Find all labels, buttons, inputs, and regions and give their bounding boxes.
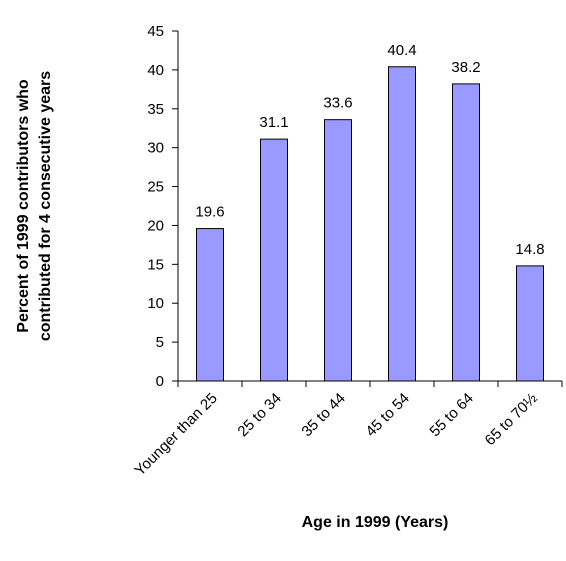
y-tick-label: 35 bbox=[147, 101, 164, 118]
y-tick-label: 20 bbox=[147, 217, 164, 234]
x-tick-label: 65 to 70½ bbox=[482, 389, 542, 449]
value-label: 33.6 bbox=[323, 95, 352, 112]
x-tick-label: 45 to 54 bbox=[362, 390, 412, 440]
x-tick-label: 35 to 44 bbox=[298, 390, 348, 440]
value-label: 19.6 bbox=[195, 204, 224, 221]
y-tick-label: 15 bbox=[147, 256, 164, 273]
y-tick-label: 10 bbox=[147, 295, 164, 312]
y-tick-label: 30 bbox=[147, 140, 164, 157]
y-tick-label: 25 bbox=[147, 179, 164, 196]
y-tick-label: 5 bbox=[156, 334, 164, 351]
y-axis-title: Percent of 1999 contributors who contrib… bbox=[15, 71, 54, 341]
y-axis-title-line: Percent of 1999 contributors who bbox=[15, 79, 32, 333]
value-label: 40.4 bbox=[387, 42, 416, 59]
bar bbox=[324, 119, 352, 382]
x-tick-label: Younger than 25 bbox=[131, 390, 220, 479]
y-tick-label: 45 bbox=[147, 23, 164, 40]
x-axis-title: Age in 1999 (Years) bbox=[302, 514, 449, 531]
bar bbox=[388, 66, 416, 382]
bar bbox=[260, 138, 288, 382]
value-label: 14.8 bbox=[515, 241, 544, 258]
y-axis-title-line: contributed for 4 consecutive years bbox=[37, 71, 54, 341]
bar bbox=[516, 265, 544, 382]
bar bbox=[452, 83, 480, 382]
bar bbox=[196, 228, 224, 382]
value-label: 31.1 bbox=[259, 114, 288, 131]
x-tick-label: 55 to 64 bbox=[426, 390, 476, 440]
x-tick-label: 25 to 34 bbox=[234, 390, 284, 440]
y-tick-label: 40 bbox=[147, 62, 164, 79]
value-label: 38.2 bbox=[451, 59, 480, 76]
y-tick-label: 0 bbox=[156, 373, 164, 390]
